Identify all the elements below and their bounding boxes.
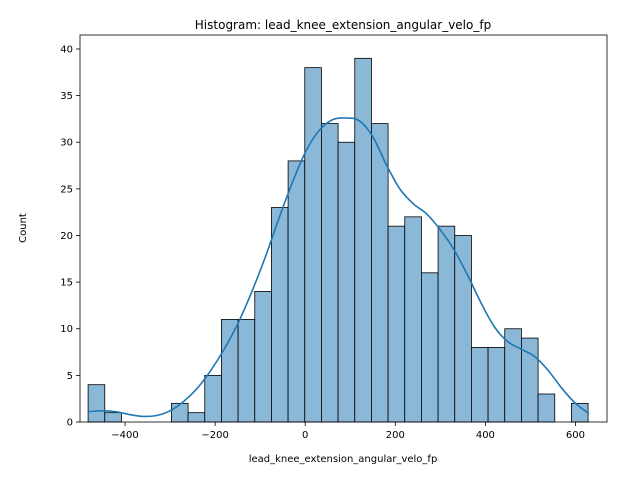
histogram-bar	[337, 141, 356, 423]
histogram-bar	[371, 123, 389, 423]
y-tick-label: 35	[60, 91, 73, 102]
histogram-bar	[87, 384, 106, 423]
y-tick-label: 10	[60, 324, 73, 335]
histogram-bar	[421, 272, 439, 423]
histogram-bar	[321, 123, 339, 423]
chart-title: Histogram: lead_knee_extension_angular_v…	[195, 18, 491, 32]
kde-line	[88, 117, 590, 418]
y-tick-label: 40	[60, 44, 73, 55]
histogram-bar	[387, 225, 406, 423]
histogram-bar	[171, 402, 189, 423]
x-tick-label: 600	[566, 430, 585, 441]
histogram-bar	[104, 412, 122, 423]
x-tick-label: −200	[201, 430, 228, 441]
histogram-bar	[487, 346, 506, 423]
histogram-bar	[237, 319, 256, 423]
x-tick-label: 0	[302, 430, 308, 441]
y-axis-ticks: 0 5 10 15 20 25 30 35 40	[60, 44, 80, 429]
x-tick-label: 200	[386, 430, 405, 441]
histogram-bar	[271, 207, 289, 423]
x-axis-ticks: −400 −200 0 200 400 600	[111, 422, 585, 441]
x-axis-label: lead_knee_extension_angular_velo_fp	[249, 454, 438, 465]
y-tick-label: 30	[60, 138, 73, 149]
histogram-bar	[187, 412, 206, 423]
histogram-bar	[454, 235, 472, 423]
histogram-bar	[304, 67, 322, 423]
histogram-bar	[504, 328, 522, 423]
histogram-bar	[471, 346, 489, 423]
histogram-bar	[404, 216, 422, 423]
x-tick-label: 400	[476, 430, 495, 441]
y-tick-label: 25	[60, 184, 73, 195]
histogram-bar	[287, 160, 306, 423]
y-tick-label: 5	[67, 371, 73, 382]
y-tick-label: 15	[60, 278, 73, 289]
histogram-bar	[354, 57, 372, 423]
histogram-bar	[254, 291, 272, 423]
histogram-bar	[437, 225, 456, 423]
histogram-bar	[221, 319, 239, 423]
y-tick-label: 0	[67, 418, 73, 429]
histogram-bar	[537, 393, 556, 423]
histogram-bar	[204, 374, 222, 423]
plot-frame	[79, 34, 608, 423]
x-tick-label: −400	[111, 430, 138, 441]
y-axis-label: Count	[18, 213, 29, 243]
histogram-bars	[87, 57, 589, 423]
y-tick-label: 20	[60, 231, 73, 242]
